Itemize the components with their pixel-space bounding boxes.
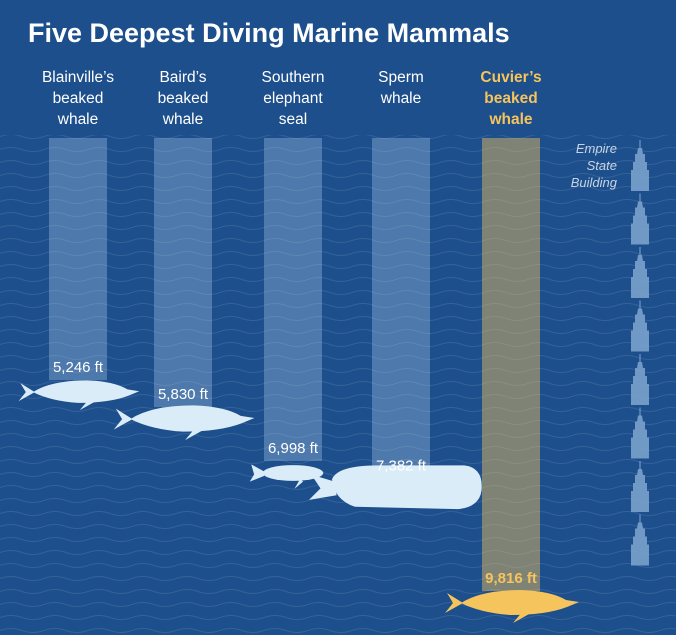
- animal-silhouette: [249, 464, 324, 489]
- building-icon: [631, 247, 649, 298]
- building-icon: [631, 461, 649, 512]
- building-icon: [631, 407, 649, 459]
- category-label: Southern elephant seal: [262, 69, 325, 128]
- animal-silhouette: [445, 590, 579, 624]
- dive-column: [482, 138, 540, 592]
- building-icon: [631, 514, 649, 566]
- chart-title: Five Deepest Diving Marine Mammals: [28, 18, 510, 48]
- dive-column: [372, 138, 430, 479]
- building-icon: [631, 300, 649, 352]
- building-icon: [631, 193, 649, 245]
- category-label: Baird’s beaked whale: [158, 69, 209, 128]
- building-icon: [631, 140, 649, 191]
- category-label: Blainville’s beaked whale: [42, 69, 114, 128]
- dive-column: [264, 138, 322, 461]
- value-label: 5,830 ft: [158, 386, 209, 403]
- value-label: 7,382 ft: [376, 458, 427, 475]
- animal-silhouette: [113, 405, 255, 441]
- category-label: Sperm whale: [378, 69, 424, 107]
- value-label: 6,998 ft: [268, 440, 319, 457]
- value-label: 5,246 ft: [53, 359, 104, 376]
- building-icon: [631, 354, 649, 405]
- value-label: 9,816 ft: [485, 570, 537, 587]
- animal-silhouette: [309, 465, 482, 510]
- category-label: Cuvier’s beaked whale: [480, 69, 541, 128]
- dive-column: [49, 138, 107, 381]
- dive-column: [154, 138, 212, 408]
- animal-silhouette: [18, 380, 140, 411]
- reference-label: Empire State Building: [571, 141, 618, 190]
